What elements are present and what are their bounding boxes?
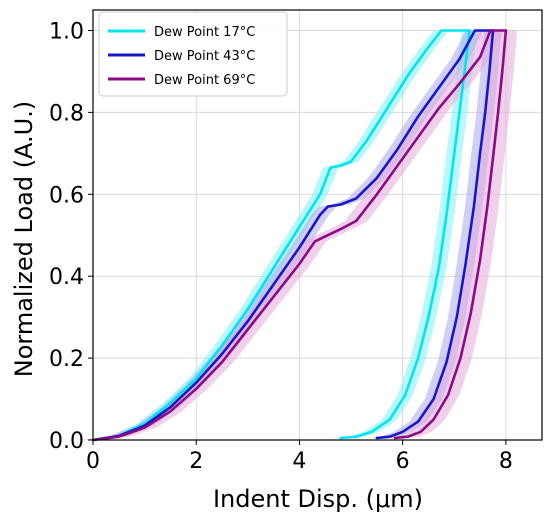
legend-box <box>98 11 288 97</box>
line-layer <box>91 29 508 442</box>
x-tick-label: 6 <box>396 449 410 474</box>
dew-point-69-c-unloading-line <box>393 29 508 440</box>
y-tick-label: 1.0 <box>49 19 84 44</box>
tick-layer: 0 2 4 6 8 0.0 0.2 0.4 0.6 0.8 1.0 <box>49 19 513 474</box>
x-tick-label: 8 <box>499 449 513 474</box>
x-tick-label: 2 <box>189 449 203 474</box>
dew-point-17-c-loading-line <box>91 29 471 442</box>
dew-point-69-c-unloading-band <box>383 30 518 438</box>
plot-frame <box>92 9 543 441</box>
dew-point-17-c-unloading-line <box>339 29 471 440</box>
y-tick-label: 0.2 <box>49 347 84 372</box>
y-tick-label: 0.8 <box>49 101 84 126</box>
x-axis-label: Indent Disp. (μm) <box>213 485 423 513</box>
dew-point-69-c-loading-line <box>91 29 508 442</box>
y-tick-label: 0.6 <box>49 183 84 208</box>
y-tick-label: 0.0 <box>49 429 84 454</box>
dew-point-69-c-loading-band <box>81 30 518 440</box>
legend-items: Dew Point 17°C Dew Point 43°C Dew Point 69… <box>108 25 255 88</box>
legend-label: Dew Point 43°C <box>154 49 255 64</box>
legend-label: Dew Point 69°C <box>154 73 255 88</box>
y-tick-label: 0.4 <box>49 265 84 290</box>
dew-point-43-c-unloading-line <box>375 29 495 440</box>
x-tick-label: 0 <box>86 449 100 474</box>
dew-point-43-c-loading-line <box>91 29 495 442</box>
legend-label: Dew Point 17°C <box>154 25 255 40</box>
legend: Dew Point 17°C Dew Point 43°C Dew Point 69… <box>98 11 288 97</box>
x-tick-label: 4 <box>292 449 306 474</box>
y-axis-label: Normalized Load (A.U.) <box>10 101 38 377</box>
